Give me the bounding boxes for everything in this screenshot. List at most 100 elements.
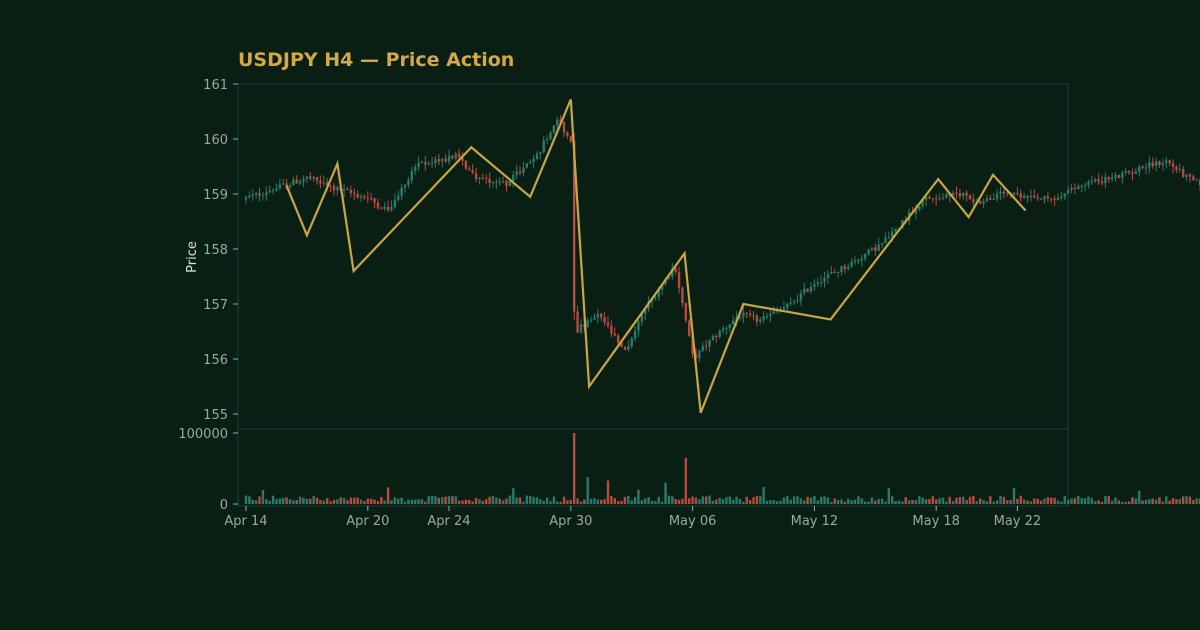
- candle-body: [1181, 168, 1185, 177]
- candle-body: [508, 181, 512, 186]
- candle-body: [819, 282, 823, 284]
- volume-bar: [755, 495, 759, 504]
- volume-bar: [610, 496, 613, 504]
- volume-bar: [589, 498, 593, 504]
- candle-body: [1110, 177, 1114, 180]
- volume-bar: [654, 501, 657, 504]
- volume-bar: [1121, 501, 1124, 504]
- volume-bars: [244, 433, 1200, 504]
- volume-bar: [1107, 496, 1110, 504]
- volume-bar: [657, 496, 660, 504]
- candle-body: [789, 302, 792, 304]
- candle-body: [711, 335, 715, 340]
- volume-bar: [688, 498, 691, 504]
- candle-body: [529, 162, 532, 164]
- volume-bar: [407, 499, 410, 504]
- volume-bar: [1104, 496, 1107, 504]
- candle-body: [732, 320, 735, 325]
- volume-bar: [295, 500, 298, 504]
- candle-body: [1083, 184, 1087, 186]
- volume-bar: [413, 499, 417, 504]
- candle-body: [830, 272, 833, 274]
- candle-body: [288, 185, 292, 188]
- candle-body: [292, 179, 295, 186]
- volume-bar: [1056, 500, 1060, 504]
- candle-body: [857, 260, 860, 262]
- volume-bar: [1012, 488, 1016, 504]
- volume-bar: [518, 497, 522, 504]
- volume-bar: [312, 496, 315, 504]
- volume-bar: [366, 498, 369, 504]
- candle-body: [336, 187, 339, 191]
- volume-bar: [403, 501, 407, 504]
- volume-bar: [667, 495, 671, 504]
- volume-bar: [488, 496, 491, 504]
- volume-bar: [630, 500, 633, 504]
- volume-bar: [1077, 495, 1080, 504]
- volume-bar: [1066, 499, 1070, 504]
- candle-body: [461, 157, 464, 161]
- candle-body: [728, 324, 732, 328]
- volume-bar: [501, 500, 505, 504]
- candle-body: [369, 198, 373, 200]
- candle-body: [654, 297, 657, 299]
- volume-bar: [562, 496, 566, 504]
- volume-bar: [572, 433, 576, 504]
- volume-bar: [1002, 496, 1006, 504]
- candle-body: [633, 330, 637, 339]
- candle-body: [782, 307, 786, 310]
- candle-body: [603, 317, 606, 323]
- volume-bar: [935, 499, 938, 504]
- volume-bar: [951, 500, 955, 504]
- candle-body: [1033, 195, 1036, 198]
- volume-bar: [1124, 501, 1127, 504]
- volume-bar: [1138, 490, 1141, 504]
- volume-bar: [363, 501, 366, 504]
- candle-body: [945, 193, 948, 198]
- volume-bar: [309, 498, 312, 504]
- candle-body: [572, 141, 576, 312]
- volume-bar: [539, 499, 542, 504]
- candle-body: [430, 163, 434, 165]
- candle-body: [792, 301, 796, 303]
- candle-body: [366, 197, 369, 199]
- candle-body: [921, 199, 924, 206]
- volume-bar: [468, 499, 471, 504]
- y-axis-label: Price: [185, 241, 200, 273]
- candle-body: [715, 335, 718, 337]
- zigzag-layer: [285, 98, 1027, 414]
- candle-body: [1141, 166, 1144, 168]
- volume-bar: [593, 498, 596, 504]
- candle-body: [556, 119, 559, 126]
- candle-body: [403, 184, 407, 188]
- candle-body: [1090, 181, 1094, 183]
- volume-bar: [660, 501, 664, 504]
- x-tick-label: May 12: [791, 514, 839, 529]
- volume-bar: [305, 499, 309, 504]
- volume-bar: [684, 457, 688, 504]
- candle-body: [1151, 162, 1154, 167]
- volume-bar: [478, 499, 481, 504]
- candle-body: [860, 258, 863, 261]
- candle-body: [261, 195, 265, 197]
- candle-body: [745, 312, 748, 314]
- price-tick-label: 159: [203, 188, 228, 203]
- volume-bar: [1148, 499, 1151, 504]
- x-tick-label: Apr 30: [549, 514, 592, 529]
- candle-body: [552, 125, 556, 133]
- volume-bar: [1168, 500, 1171, 504]
- volume-bar: [1046, 497, 1050, 504]
- candle-body: [968, 195, 972, 200]
- volume-bar: [1090, 498, 1094, 504]
- volume-bar: [549, 501, 552, 504]
- volume-bar: [559, 501, 562, 504]
- candle-body: [342, 189, 346, 191]
- candle-body: [1121, 172, 1124, 178]
- candle-body: [356, 194, 359, 198]
- volume-bar: [1094, 501, 1097, 504]
- volume-bar: [857, 496, 860, 504]
- candle-body: [681, 287, 684, 303]
- volume-bar: [772, 500, 775, 504]
- candle-body: [417, 162, 420, 167]
- volume-bar: [816, 500, 819, 504]
